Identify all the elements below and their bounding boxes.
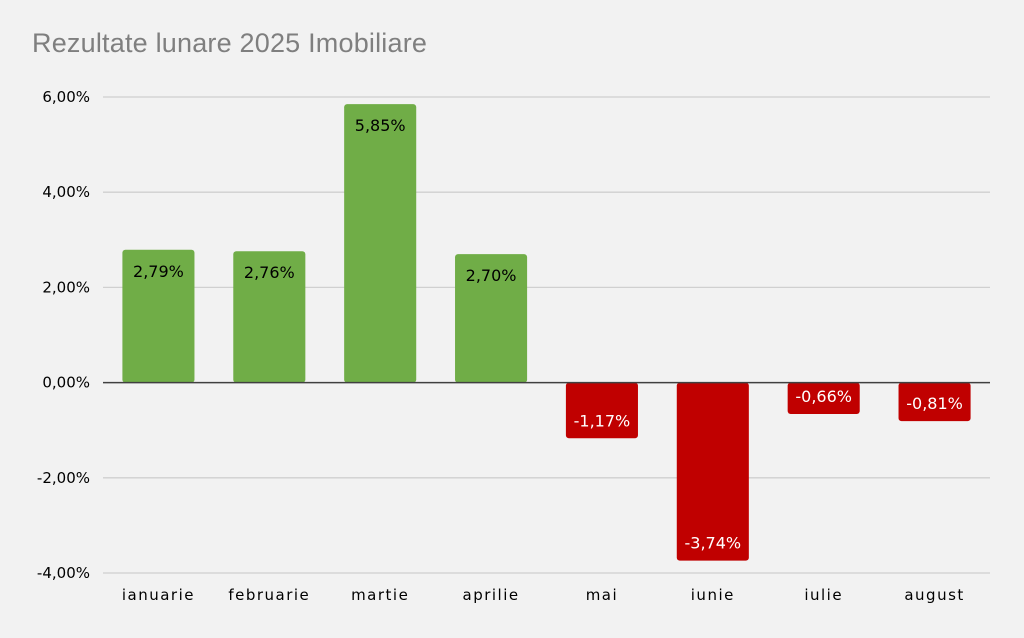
data-label: -1,17% [574, 411, 631, 430]
bar [233, 251, 306, 383]
data-label: 2,79% [133, 262, 184, 281]
y-tick-label: 0,00% [42, 374, 90, 392]
y-tick-label: 4,00% [42, 183, 90, 201]
x-category-label: aprilie [463, 586, 520, 604]
data-label: 2,76% [244, 263, 295, 282]
bar [455, 254, 528, 383]
y-tick-label: 6,00% [42, 88, 90, 106]
data-label: -3,74% [685, 534, 742, 553]
data-labels: 2,79% 2,76% 5,85% 2,70% -1,17% -3,74% -0,66% -0… [133, 116, 963, 552]
bar [676, 382, 749, 561]
bars [122, 104, 971, 561]
bar [565, 382, 638, 439]
data-label: -0,81% [906, 394, 963, 413]
data-label: -0,66% [795, 387, 852, 406]
x-category-label: martie [351, 586, 409, 604]
x-axis-categories: ianuarie februarie martie aprilie mai iunie iu… [122, 586, 964, 604]
y-tick-label: 2,00% [42, 278, 90, 296]
chart-title: Rezultate lunare 2025 Imobiliare [32, 28, 428, 58]
bar [122, 249, 195, 383]
bar [344, 104, 417, 383]
x-category-label: august [904, 586, 964, 604]
x-category-label: mai [586, 586, 618, 604]
x-category-label: februarie [228, 586, 310, 604]
x-category-label: iunie [691, 586, 735, 604]
y-tick-label: -2,00% [37, 469, 90, 487]
x-category-label: iulie [804, 586, 843, 604]
y-axis-ticks: 6,00% 4,00% 2,00% 0,00% -2,00% -4,00% [37, 88, 90, 582]
x-category-label: ianuarie [122, 586, 195, 604]
data-label: 2,70% [466, 266, 517, 285]
bar [898, 382, 971, 422]
data-label: 5,85% [355, 116, 406, 135]
bar [787, 382, 860, 415]
y-tick-label: -4,00% [37, 564, 90, 582]
